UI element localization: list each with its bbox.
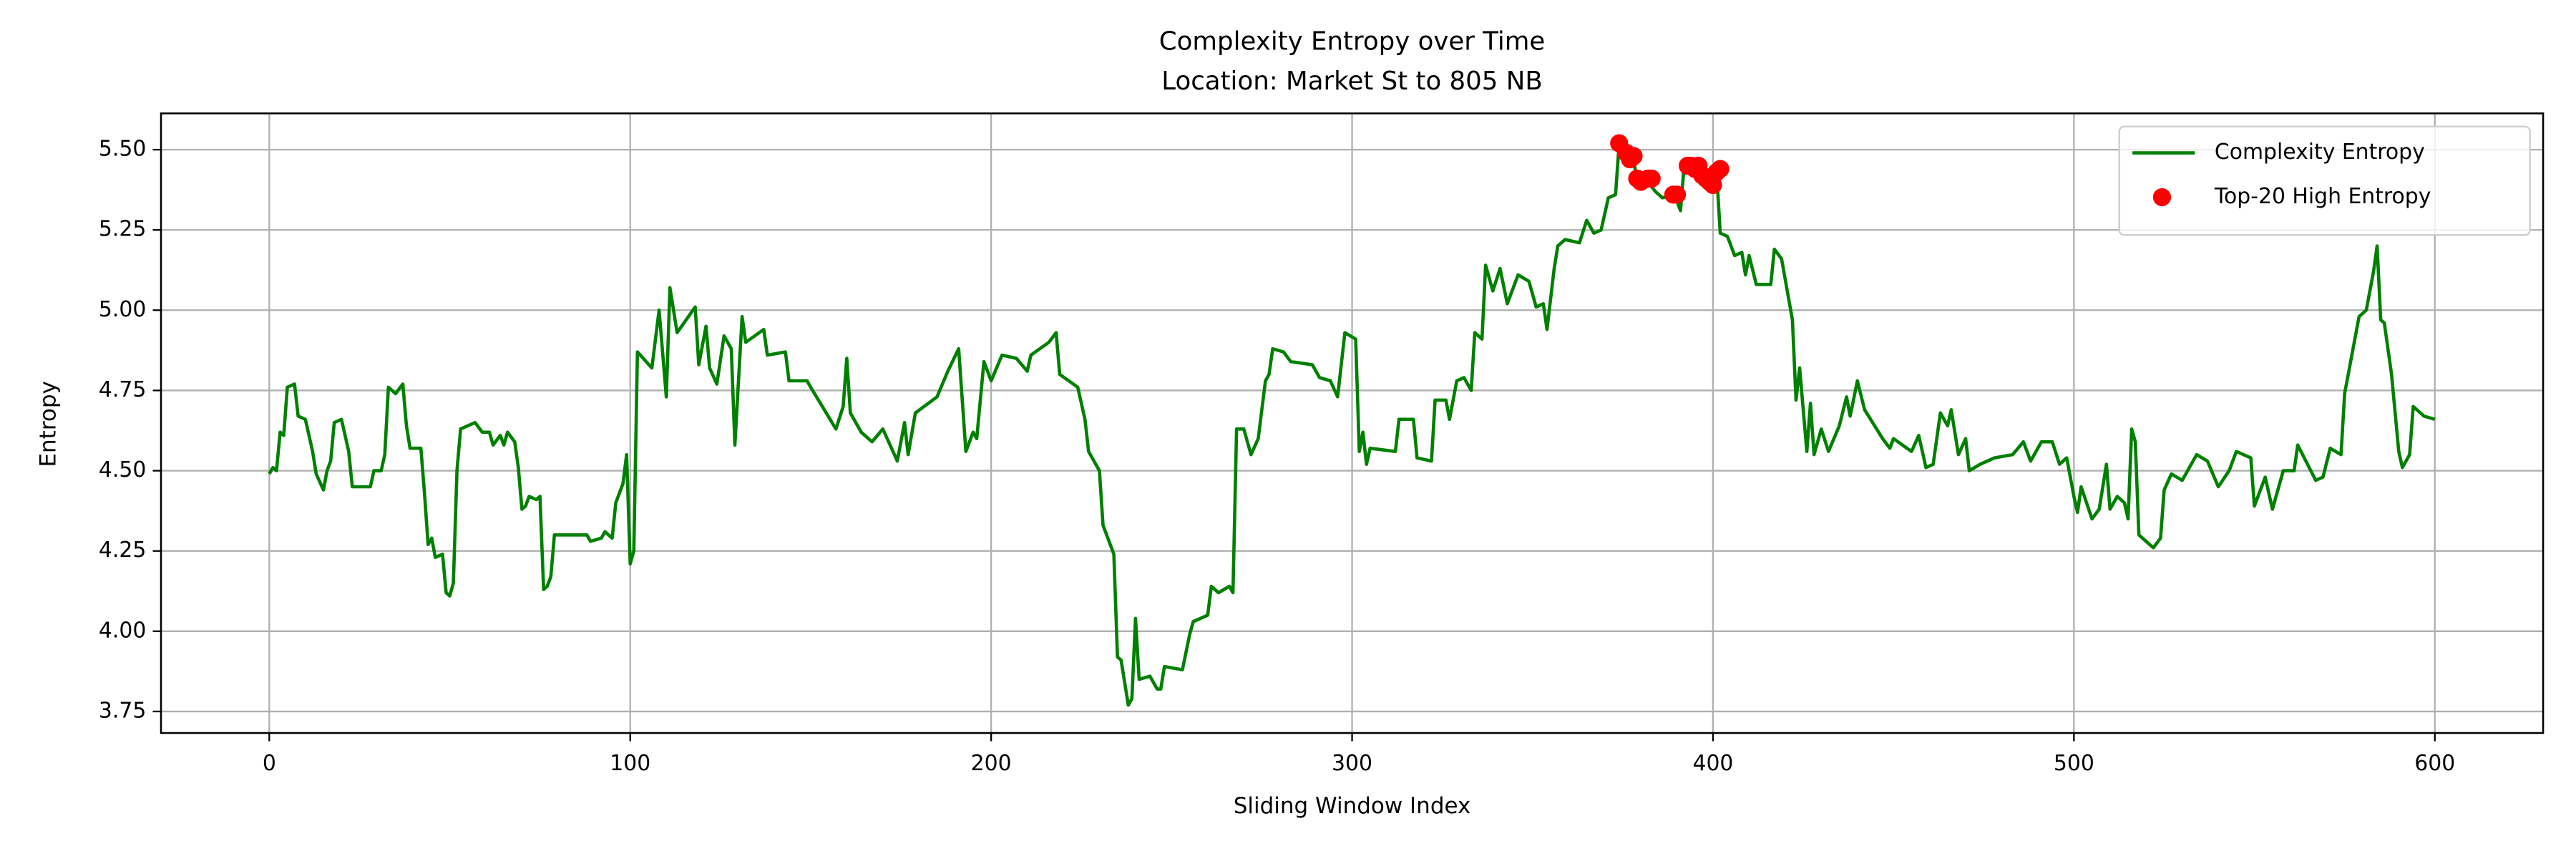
x-tick-label: 300 xyxy=(1332,751,1372,776)
x-axis-label: Sliding Window Index xyxy=(1234,793,1471,819)
y-tick-label: 4.00 xyxy=(99,618,146,643)
scatter-point xyxy=(1667,185,1687,204)
y-tick-label: 5.50 xyxy=(99,137,146,162)
scatter-point xyxy=(1642,169,1661,188)
y-tick-label: 4.75 xyxy=(99,377,146,402)
y-tick-label: 5.25 xyxy=(99,217,146,242)
y-axis-label: Entropy xyxy=(35,381,61,467)
plot-frame xyxy=(160,112,2545,734)
legend: Complexity Entropy Top-20 High Entropy xyxy=(2118,125,2531,236)
x-tick-label: 100 xyxy=(610,751,650,776)
chart-subtitle: Location: Market St to 805 NB xyxy=(1161,67,1543,96)
y-tick-label: 3.75 xyxy=(99,698,146,723)
chart-title: Complexity Entropy over Time xyxy=(1159,27,1546,57)
y-tick-label: 4.25 xyxy=(99,538,146,563)
scatter-point xyxy=(1624,147,1643,165)
legend-swatch xyxy=(2152,188,2172,207)
x-tick-label: 500 xyxy=(2054,751,2094,776)
x-tick-label: 600 xyxy=(2414,751,2455,776)
y-tick-label: 5.00 xyxy=(99,297,146,322)
x-tick-label: 200 xyxy=(971,751,1012,776)
legend-box xyxy=(2118,125,2531,236)
x-tick-label: 0 xyxy=(263,751,276,776)
scatter-point xyxy=(1711,160,1729,178)
legend-label: Top-20 High Entropy xyxy=(2214,184,2431,209)
legend-label: Complexity Entropy xyxy=(2215,140,2425,165)
data-line xyxy=(268,141,2436,707)
x-tick-label: 400 xyxy=(1692,751,1733,776)
y-tick-label: 4.50 xyxy=(99,457,146,482)
